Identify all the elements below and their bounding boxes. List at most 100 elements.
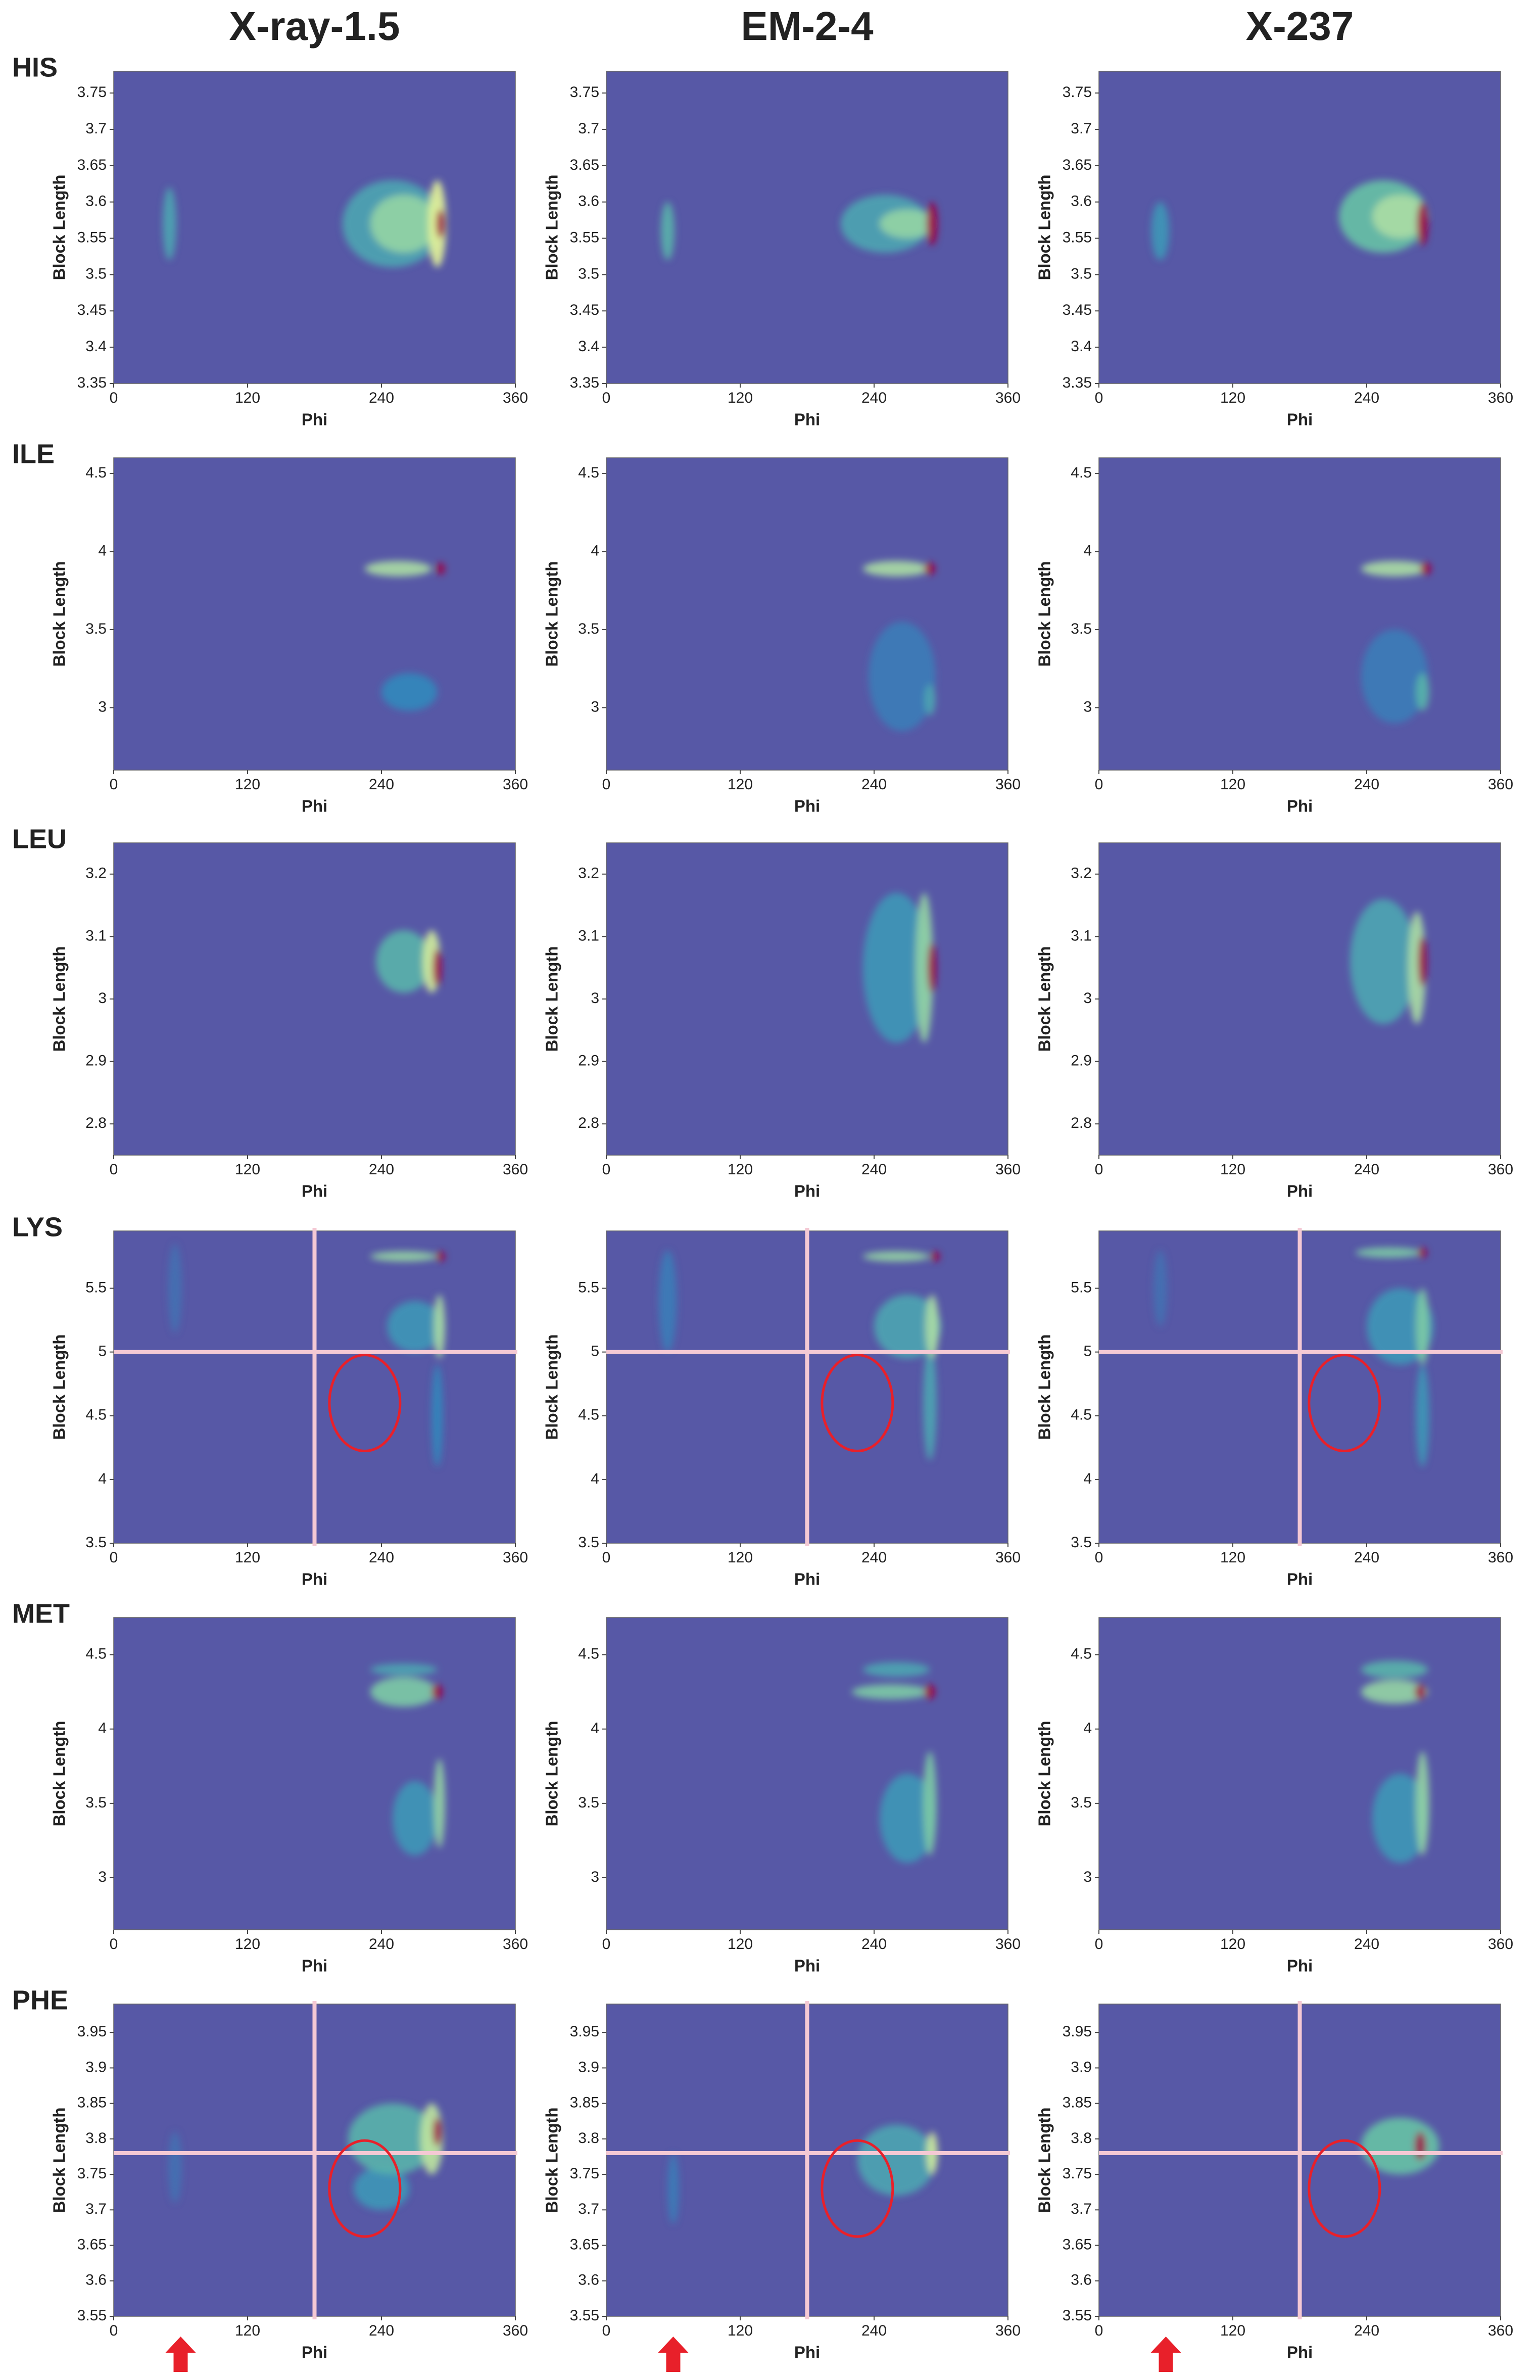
heatmap-panel: 0 120 240 360 2.8 2.9 3 3.1 3.2 Phi Block Length [50,842,528,1201]
x-tick-label: 360 [503,1936,528,1953]
y-tick-label: 3.9 [578,2059,599,2075]
x-axis-label: Phi [302,1957,327,1975]
y-tick-label: 2.9 [85,1053,107,1069]
density [1151,180,1428,260]
heatmap-panel: 0 120 240 360 3.35 3.4 3.45 3.5 3.55 3.6 3.65 3.7 3.… [1035,71,1513,429]
density [163,180,447,268]
heatmap-panel: 0 120 240 360 3 3.5 4 4.5 Phi Block Length [1035,1617,1513,1975]
x-tick-label: 120 [728,1549,753,1566]
y-axis-label: Block Length [50,174,69,280]
y-tick-label: 4 [1083,1470,1092,1487]
x-tick-label: 240 [1354,1549,1379,1566]
density-blob [1416,1288,1429,1365]
y-tick-label: 4 [591,1720,599,1737]
y-axis-label: Block Length [543,2107,561,2213]
row-label: MET [12,1598,70,1629]
x-tick-label: 360 [1488,1161,1513,1178]
y-tick-label: 3.5 [578,1794,599,1811]
y-tick-label: 3.9 [1071,2059,1092,2075]
x-tick-label: 0 [602,1936,611,1953]
y-tick-label: 3.6 [1071,193,1092,210]
y-tick-label: 3.2 [1071,865,1092,882]
plot-background [114,458,515,770]
y-tick-label: 3.2 [85,865,107,882]
y-axis-label: Block Length [50,946,69,1052]
plot-background [114,71,515,384]
plot-frame [113,457,516,771]
x-tick-label: 240 [1354,1936,1379,1953]
heatmap-panel: 0 120 240 360 3.5 4 4.5 5 5.5 Phi Block Length [1035,1228,1513,1589]
y-tick-label: 2.8 [85,1115,107,1131]
density [667,2124,938,2224]
x-axis-label: Phi [794,410,820,429]
y-axis-label: Block Length [50,2107,69,2213]
density-blob [880,209,936,239]
x-tick-label: 360 [995,1161,1021,1178]
y-tick-label: 3.85 [570,2095,599,2111]
column-title: X-237 [1246,4,1354,49]
y-tick-label: 3.5 [578,621,599,637]
density-blob [1151,202,1170,260]
plot-frame [113,71,516,384]
x-tick-label: 0 [602,776,611,793]
row-label: ILE [12,439,55,469]
y-tick-label: 3.5 [1071,1534,1092,1551]
y-tick-label: 3.55 [570,229,599,246]
arrow [165,2337,196,2372]
y-axis-label: Block Length [1035,946,1054,1052]
density-blob [393,1781,438,1855]
density-blob [370,195,438,253]
x-tick-label: 240 [369,390,394,406]
density-blob [381,673,438,711]
y-tick-label: 3.7 [85,120,107,137]
row-label: HIS [12,52,58,82]
y-tick-label: 3.65 [77,157,107,173]
density-blob [1417,202,1428,246]
density-blob [431,1684,443,1699]
y-tick-label: 3.55 [77,229,107,246]
density [375,930,442,993]
y-tick-label: 5 [1083,1343,1092,1360]
y-tick-label: 4.5 [1071,1645,1092,1662]
x-tick-label: 0 [1095,1161,1103,1178]
x-axis-label: Phi [794,1957,820,1975]
x-axis-label: Phi [1287,1957,1313,1975]
y-tick-label: 3.1 [578,927,599,944]
y-tick-label: 3.85 [1063,2095,1092,2111]
density [370,1663,445,1855]
plot-frame [113,1617,516,1930]
y-tick-label: 4 [98,1720,107,1737]
density-blob [1414,2131,1426,2160]
y-tick-label: 3.55 [77,2307,107,2324]
density [661,195,938,260]
heatmap-panel: 0 120 240 360 3.5 4 4.5 5 5.5 Phi Block Length [543,1228,1021,1589]
density-blob [924,684,936,716]
heatmap-panel: 0 120 240 360 3 3.5 4 4.5 Phi Block Length [50,1617,528,1975]
y-tick-label: 4.5 [85,1407,107,1423]
x-tick-label: 360 [1488,1936,1513,1953]
y-tick-label: 4.5 [1071,464,1092,481]
highlight-ellipse [1308,1354,1381,1453]
x-tick-label: 0 [602,1549,611,1566]
x-axis-label: Phi [302,1182,327,1201]
x-tick-label: 0 [110,1936,118,1953]
y-axis-label: Block Length [1035,561,1054,667]
y-axis-label: Block Length [1035,2107,1054,2213]
density-blob [1361,1680,1428,1704]
x-tick-label: 360 [503,2322,528,2339]
x-tick-label: 240 [369,1549,394,1566]
density-blob [925,1295,939,1359]
y-tick-label: 2.9 [1071,1053,1092,1069]
density-blob [880,1774,936,1863]
y-tick-label: 4 [98,1470,107,1487]
density-blob [923,1751,937,1855]
x-tick-label: 240 [369,776,394,793]
x-tick-label: 0 [1095,2322,1103,2339]
x-tick-label: 0 [110,390,118,406]
y-tick-label: 4 [98,542,107,559]
density-blob [862,1251,930,1262]
x-axis-label: Phi [1287,1182,1313,1201]
density-blob [1416,1751,1429,1855]
x-tick-label: 360 [1488,1549,1513,1566]
